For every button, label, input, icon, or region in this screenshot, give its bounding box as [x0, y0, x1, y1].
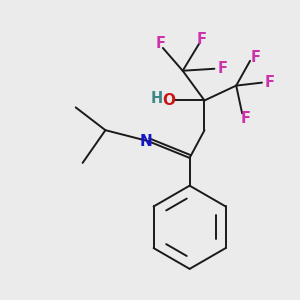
Text: F: F	[156, 37, 166, 52]
Text: F: F	[196, 32, 206, 46]
Text: F: F	[265, 75, 275, 90]
Text: F: F	[241, 111, 251, 126]
Text: H: H	[151, 91, 163, 106]
Text: O: O	[162, 93, 175, 108]
Text: F: F	[217, 61, 227, 76]
Text: N: N	[140, 134, 152, 148]
Text: F: F	[251, 50, 261, 65]
